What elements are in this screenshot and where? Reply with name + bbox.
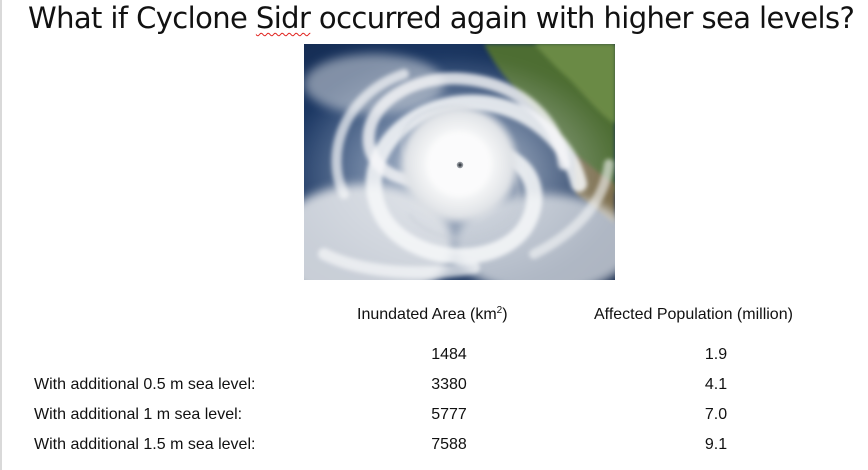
area-value: 7588 (431, 436, 467, 453)
column-header-inundated-area: Inundated Area (km2) (357, 304, 508, 326)
header-area-close: ) (502, 306, 508, 323)
population-value: 1.9 (704, 346, 728, 363)
column-header-affected-population: Affected Population (million) (594, 306, 793, 323)
row-label: With additional 0.5 m sea level: (34, 376, 256, 393)
header-area-superscript: 2 (496, 305, 503, 316)
area-value: 1484 (431, 346, 467, 363)
header-area-text: Inundated Area (km (357, 306, 497, 323)
population-value: 4.1 (704, 376, 728, 393)
population-value: 9.1 (704, 436, 728, 453)
slide-title: What if Cyclone Sidr occurred again with… (28, 0, 855, 36)
area-value: 5777 (431, 406, 467, 423)
area-value: 3380 (431, 376, 467, 393)
title-suffix: occurred again with higher sea levels? (310, 1, 855, 35)
title-misspelled-word[interactable]: Sidr (255, 1, 311, 35)
row-label: With additional 1 m sea level: (34, 406, 243, 423)
cyclone-satellite-image (304, 44, 615, 280)
population-value: 7.0 (704, 406, 728, 423)
row-label: With additional 1.5 m sea level: (34, 436, 256, 453)
slide-left-border (0, 0, 2, 470)
title-prefix: What if Cyclone (28, 1, 256, 35)
